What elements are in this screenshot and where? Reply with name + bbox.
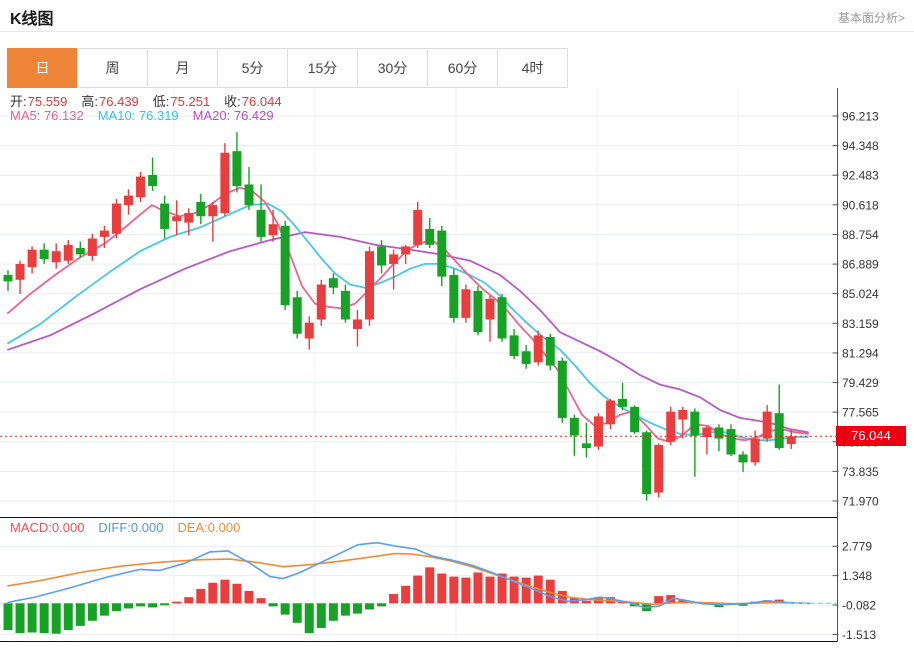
ohlc-value-1: 76.439 [99, 94, 139, 109]
macd-legend-item-2: DEA:0.000 [177, 520, 241, 535]
page-title: K线图 [10, 11, 54, 28]
ma-legend: MA5: 76.132 MA10: 76.319 MA20: 76.429 [10, 108, 288, 123]
tab-周[interactable]: 周 [77, 48, 148, 88]
ohlc-label-2: 低: [152, 94, 170, 109]
tab-月[interactable]: 月 [147, 48, 218, 88]
price-axis-label-9: 79.429 [842, 376, 879, 390]
title-divider [0, 31, 914, 32]
tab-日[interactable]: 日 [7, 48, 78, 88]
macd-axis-label-3: -1.513 [842, 628, 876, 642]
ohlc-value-0: 75.559 [27, 94, 68, 109]
price-axis-label-13: 71.970 [842, 495, 879, 509]
current-price-badge: 76.044 [836, 426, 906, 446]
price-axis-label-8: 81.294 [842, 346, 879, 360]
ohlc-label-1: 高: [81, 94, 99, 109]
ma-legend-item-1: MA10: 76.319 [97, 108, 179, 123]
price-axis-label-0: 96.213 [842, 110, 879, 124]
ohlc-readout: 开:75.559 高:76.439 低:75.251 收:76.044 [10, 91, 296, 110]
macd-legend-item-1: DIFF:0.000 [98, 520, 164, 535]
price-axis-label-12: 73.835 [842, 465, 879, 479]
ohlc-value-3: 76.044 [241, 94, 282, 109]
price-axis-label-4: 88.754 [842, 228, 879, 242]
ohlc-label-0: 开: [10, 94, 27, 109]
ma-legend-item-0: MA5: 76.132 [10, 108, 84, 123]
macd-axis-label-1: 1.348 [842, 569, 872, 583]
fundamental-analysis-link[interactable]: 基本面分析> [837, 11, 905, 25]
price-axis-label-5: 86.889 [842, 258, 879, 272]
price-axis-label-1: 94.348 [842, 139, 879, 153]
tab-5分[interactable]: 5分 [217, 48, 288, 88]
tab-15分[interactable]: 15分 [287, 48, 358, 88]
ma-legend-item-2: MA20: 76.429 [192, 108, 274, 123]
interval-tabs: 日周月 5分 15分 30分 60分 4时 [7, 48, 568, 88]
macd-legend: MACD:0.000 DIFF:0.000 DEA:0.000 [10, 520, 254, 535]
price-axis-label-10: 77.565 [842, 406, 879, 420]
price-axis-label-6: 85.024 [842, 287, 879, 301]
ohlc-label-3: 收: [224, 94, 241, 109]
tab-4时[interactable]: 4时 [497, 48, 568, 88]
price-axis-label-3: 90.618 [842, 198, 879, 212]
tab-60分[interactable]: 60分 [427, 48, 498, 88]
macd-legend-item-0: MACD:0.000 [10, 520, 85, 535]
tab-30分[interactable]: 30分 [357, 48, 428, 88]
macd-axis-label-2: -0.082 [842, 598, 876, 612]
ohlc-value-2: 75.251 [170, 94, 211, 109]
price-axis-label-2: 92.483 [842, 169, 879, 183]
macd-axis-label-0: 2.779 [842, 540, 872, 554]
price-axis-label-7: 83.159 [842, 317, 879, 331]
